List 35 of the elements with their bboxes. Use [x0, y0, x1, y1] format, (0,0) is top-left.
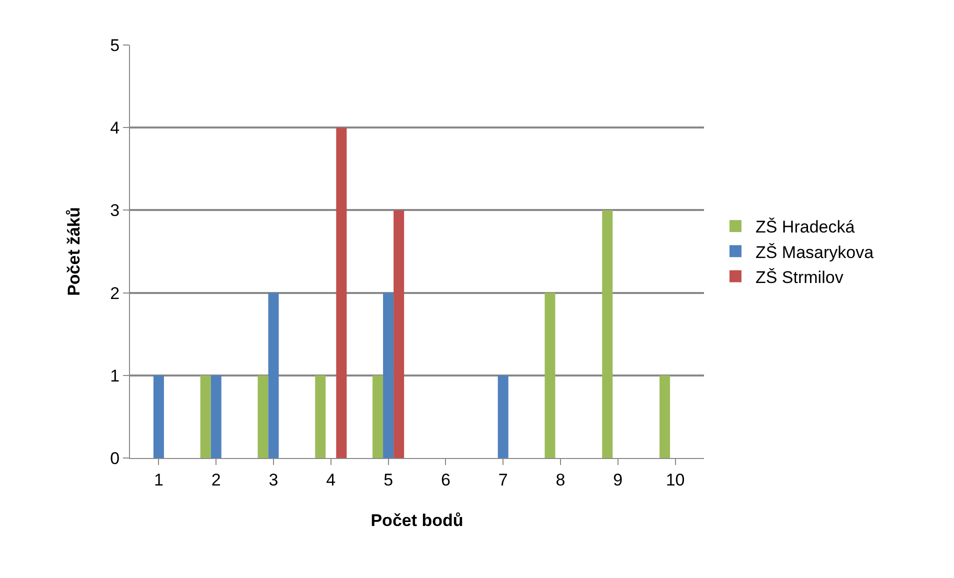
- legend-label: ZŠ Strmilov: [755, 268, 844, 287]
- bar: [394, 210, 404, 458]
- bar: [200, 375, 211, 458]
- legend-label: ZŠ Masarykova: [755, 242, 874, 262]
- bar: [258, 375, 268, 458]
- bar: [544, 292, 556, 458]
- bar: [153, 375, 164, 458]
- bar: [210, 375, 222, 458]
- y-tick-label: 0: [110, 448, 120, 468]
- bar: [372, 375, 384, 458]
- y-tick-label: 2: [110, 284, 120, 303]
- x-axis-title: Počet bodů: [370, 510, 464, 530]
- x-tick-label: 3: [268, 470, 278, 490]
- x-tick-label: 7: [498, 470, 508, 490]
- x-tick-label: 9: [613, 470, 623, 490]
- bar: [660, 375, 670, 458]
- y-axis-title: Počet žáků: [64, 207, 84, 296]
- x-tick-label: 5: [384, 470, 394, 490]
- y-tick-label: 4: [110, 118, 120, 138]
- y-tick-label: 5: [110, 36, 120, 55]
- x-tick-label: 4: [326, 470, 336, 490]
- x-tick-label: 1: [154, 470, 164, 490]
- legend-label: ZŠ Hradecká: [755, 218, 856, 237]
- x-tick-label: 10: [666, 470, 685, 490]
- x-tick-label: 6: [440, 470, 450, 490]
- y-tick-label: 1: [110, 366, 120, 386]
- x-tick-label: 8: [556, 470, 566, 490]
- bar: [315, 375, 326, 458]
- bar: [336, 128, 347, 458]
- y-tick-label: 3: [110, 201, 120, 220]
- bar: [268, 292, 279, 458]
- bar: [498, 375, 508, 458]
- bar: [602, 210, 613, 458]
- bar: [383, 292, 394, 458]
- x-tick-label: 2: [211, 470, 221, 490]
